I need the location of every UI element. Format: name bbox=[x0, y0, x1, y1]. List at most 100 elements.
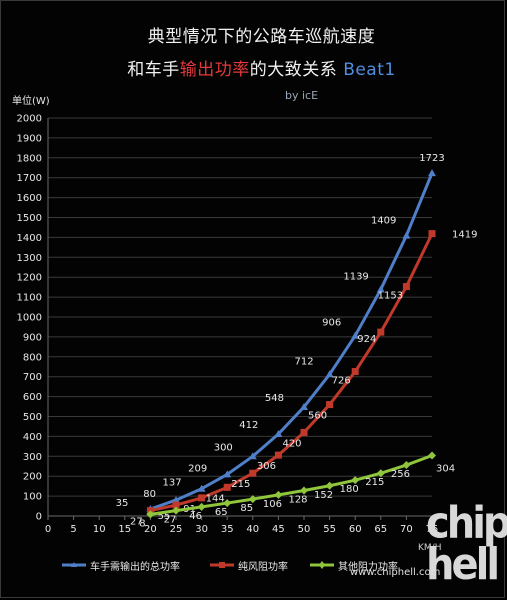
x-axis-label: KM/H bbox=[418, 543, 442, 553]
chart-title-line1: 典型情况下的公路车巡航速度 bbox=[147, 27, 376, 47]
chart-title-line2: 和车手输出功率的大致关系 Beat1 bbox=[8, 55, 507, 80]
y-tick-label: 400 bbox=[23, 432, 42, 443]
data-point bbox=[402, 231, 411, 239]
legend-label-wind: 纯风阻功率 bbox=[238, 561, 288, 573]
series-line-0 bbox=[149, 172, 434, 511]
y-tick-label: 1500 bbox=[17, 213, 42, 224]
y-tick-label: 100 bbox=[23, 492, 42, 503]
y-axis-label: 单位(W) bbox=[12, 96, 50, 107]
data-point bbox=[376, 469, 385, 478]
data-point bbox=[274, 451, 282, 459]
watermark-url: www.chiphell.com bbox=[350, 567, 441, 578]
data-point bbox=[198, 494, 206, 502]
data-label: 1723 bbox=[419, 153, 444, 164]
data-point bbox=[376, 285, 385, 293]
data-point bbox=[325, 481, 334, 490]
data-point bbox=[249, 469, 257, 477]
y-tick-label: 1000 bbox=[17, 313, 42, 324]
title-highlight: 输出功率 bbox=[179, 60, 250, 80]
data-label: 215 bbox=[365, 477, 384, 488]
data-point bbox=[300, 428, 308, 436]
title-middle: 的大致关系 bbox=[249, 60, 344, 80]
data-label: 65 bbox=[215, 507, 228, 518]
data-point bbox=[248, 495, 257, 504]
data-label: 306 bbox=[257, 461, 276, 472]
data-point bbox=[300, 486, 308, 495]
data-point bbox=[326, 401, 334, 409]
data-label: 152 bbox=[314, 490, 333, 501]
data-point bbox=[274, 430, 283, 438]
x-tick-label: 55 bbox=[323, 524, 336, 535]
data-point bbox=[223, 483, 231, 491]
data-label: 180 bbox=[340, 484, 359, 495]
y-tick-label: 1700 bbox=[17, 173, 42, 184]
data-point bbox=[428, 230, 436, 238]
data-label: 412 bbox=[239, 420, 258, 431]
title-prefix: 和车手 bbox=[127, 60, 180, 80]
legend-swatch-wind-icon bbox=[210, 562, 234, 568]
data-label: 1419 bbox=[452, 230, 477, 241]
data-label: 548 bbox=[265, 393, 284, 404]
x-tick-label: 75 bbox=[426, 524, 439, 535]
data-point bbox=[402, 283, 410, 291]
x-tick-label: 60 bbox=[349, 524, 362, 535]
y-tick-label: 800 bbox=[23, 352, 42, 363]
data-point bbox=[146, 510, 155, 519]
y-tick-label: 1900 bbox=[17, 133, 42, 144]
title-model: Beat1 bbox=[343, 60, 396, 80]
data-label: 420 bbox=[282, 438, 301, 449]
data-label: 1409 bbox=[371, 216, 396, 227]
data-label: 1153 bbox=[378, 291, 403, 302]
data-point bbox=[325, 370, 334, 378]
y-tick-label: 500 bbox=[23, 412, 42, 423]
y-tick-label: 1200 bbox=[17, 273, 42, 284]
y-tick-label: 600 bbox=[23, 392, 42, 403]
data-point bbox=[172, 496, 180, 504]
data-label: 560 bbox=[308, 411, 327, 422]
data-label: 27 bbox=[164, 515, 177, 526]
data-label: 726 bbox=[332, 376, 351, 387]
x-tick-label: 20 bbox=[144, 524, 157, 535]
x-tick-label: 45 bbox=[272, 524, 285, 535]
y-tick-label: 1800 bbox=[17, 153, 42, 164]
y-tick-label: 700 bbox=[23, 372, 42, 383]
y-tick-label: 1300 bbox=[17, 253, 42, 264]
byline: by icE bbox=[285, 89, 319, 102]
x-tick-label: 15 bbox=[118, 524, 131, 535]
data-label: 924 bbox=[357, 334, 376, 345]
legend-item-wind: 纯风阻功率 bbox=[210, 558, 288, 573]
y-tick-label: 200 bbox=[23, 472, 42, 483]
data-point bbox=[351, 476, 360, 485]
data-label: 55 bbox=[158, 511, 171, 522]
data-point bbox=[428, 169, 436, 177]
x-tick-label: 35 bbox=[221, 524, 234, 535]
data-label: 256 bbox=[391, 469, 410, 480]
x-tick-label: 65 bbox=[374, 524, 387, 535]
data-point bbox=[248, 452, 257, 460]
y-tick-label: 1400 bbox=[17, 233, 42, 244]
data-label: 46 bbox=[189, 511, 202, 522]
legend-label-total: 车手需输出的总功率 bbox=[90, 561, 180, 573]
data-label: 1139 bbox=[343, 271, 368, 282]
data-point bbox=[223, 499, 232, 508]
data-label: 27 bbox=[130, 517, 143, 528]
data-point bbox=[172, 501, 180, 509]
data-label: 85 bbox=[240, 503, 253, 514]
y-tick-label: 1100 bbox=[17, 293, 42, 304]
y-tick-label: 300 bbox=[23, 452, 42, 463]
y-tick-label: 900 bbox=[23, 332, 42, 343]
data-point bbox=[197, 502, 206, 511]
data-label: 906 bbox=[322, 318, 341, 329]
series-line-1 bbox=[150, 232, 434, 513]
legend-swatch-total-icon bbox=[62, 562, 86, 567]
data-label: 106 bbox=[263, 499, 282, 510]
legend-label-other: 其他阻力功率 bbox=[338, 561, 398, 573]
data-point bbox=[223, 470, 232, 478]
data-point bbox=[351, 331, 360, 339]
data-point bbox=[402, 461, 411, 470]
x-tick-label: 40 bbox=[246, 524, 259, 535]
x-tick-label: 10 bbox=[93, 524, 106, 535]
data-point bbox=[377, 328, 385, 336]
data-label: 712 bbox=[295, 356, 314, 367]
